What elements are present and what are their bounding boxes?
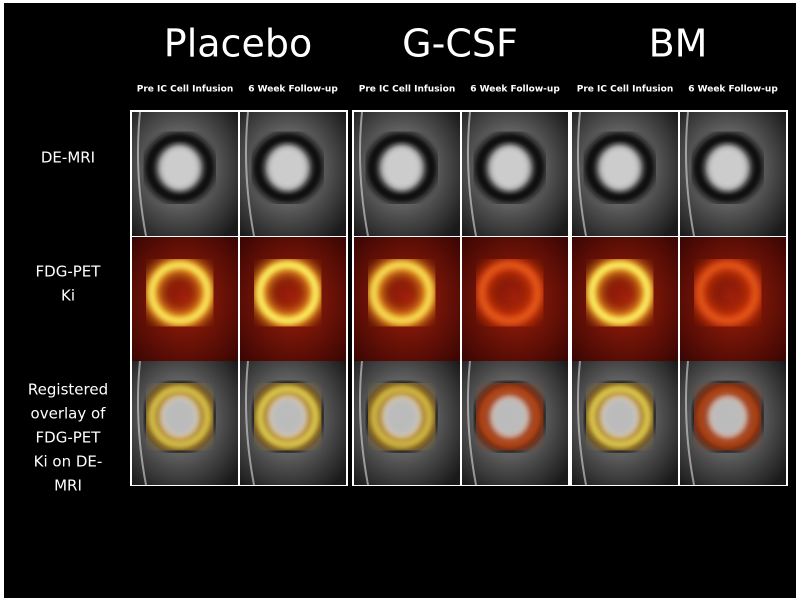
scan-image [680,112,786,236]
uptake-core [370,261,433,324]
scan-image [132,112,238,236]
chest-wall [577,112,587,236]
scan-image [354,361,460,485]
scan-content [354,112,460,236]
chest-wall [685,361,695,485]
scan-image [354,112,460,236]
uptake-core [696,385,759,448]
scan-content [680,361,786,485]
myocardium [691,131,764,204]
blood-pool [599,145,640,190]
blood-pool [159,145,200,190]
column-subtitle: 6 Week Follow-up [688,85,778,95]
chest-wall [685,112,695,236]
chest-wall [359,112,369,236]
row-label: MRI [54,477,82,495]
scan-image [462,112,568,236]
myocardium [583,131,656,204]
chest-wall [137,361,147,485]
scan-content [132,237,238,361]
group-title: G-CSF [402,22,518,66]
blood-pool [381,145,422,190]
scan-image [132,237,238,361]
chest-wall [577,361,587,485]
blood-pool [385,398,418,435]
scan-image [680,237,786,361]
chest-wall [359,361,369,485]
uptake-core [696,261,759,324]
scan-image [354,237,460,361]
scan-image [572,361,678,485]
row-label: FDG-PET [36,263,102,281]
row-label: Registered [28,381,108,399]
uptake-core [478,261,541,324]
blood-pool [271,398,304,435]
blood-pool [489,145,530,190]
scan-content [240,112,346,236]
column-subtitle: Pre IC Cell Infusion [137,85,233,95]
uptake-core [256,385,319,448]
row-label: Ki [61,287,75,305]
myocardium [365,131,438,204]
scan-image [240,361,346,485]
myocardium [473,131,546,204]
column-subtitle: 6 Week Follow-up [248,85,338,95]
column-subtitle: Pre IC Cell Infusion [359,85,455,95]
scan-content [240,361,346,485]
uptake-core [148,261,211,324]
scan-content [240,237,346,361]
uptake-core [256,261,319,324]
scan-content [680,112,786,236]
blood-pool [707,145,748,190]
row-label: DE-MRI [41,149,95,167]
scan-content [572,361,678,485]
scan-content [572,112,678,236]
scan-content [132,361,238,485]
chest-wall [467,361,477,485]
scan-content [132,112,238,236]
uptake-core [588,261,651,324]
blood-pool [267,145,308,190]
scan-image [680,361,786,485]
blood-pool [163,398,196,435]
uptake-core [588,385,651,448]
blood-pool [711,398,744,435]
row-label: overlay of [31,405,107,423]
column-subtitle: 6 Week Follow-up [470,85,560,95]
scan-image [572,112,678,236]
column-subtitle: Pre IC Cell Infusion [577,85,673,95]
scan-image [240,112,346,236]
blood-pool [493,398,526,435]
group-title: Placebo [164,22,312,66]
scan-content [462,237,568,361]
group-title: BM [649,22,708,66]
chest-wall [137,112,147,236]
scan-image [462,237,568,361]
scan-content [354,237,460,361]
scan-content [354,361,460,485]
chest-wall [467,112,477,236]
scan-content [572,237,678,361]
scan-image [572,237,678,361]
uptake-core [478,385,541,448]
uptake-core [148,385,211,448]
scan-image [132,361,238,485]
row-label: Ki on DE- [34,453,103,471]
scan-content [462,112,568,236]
myocardium [251,131,324,204]
chest-wall [245,112,255,236]
chest-wall [245,361,255,485]
blood-pool [603,398,636,435]
scan-image [462,361,568,485]
uptake-core [370,385,433,448]
scan-image [240,237,346,361]
scan-content [462,361,568,485]
myocardium [143,131,216,204]
scan-content [680,237,786,361]
row-label: FDG-PET [36,429,102,447]
